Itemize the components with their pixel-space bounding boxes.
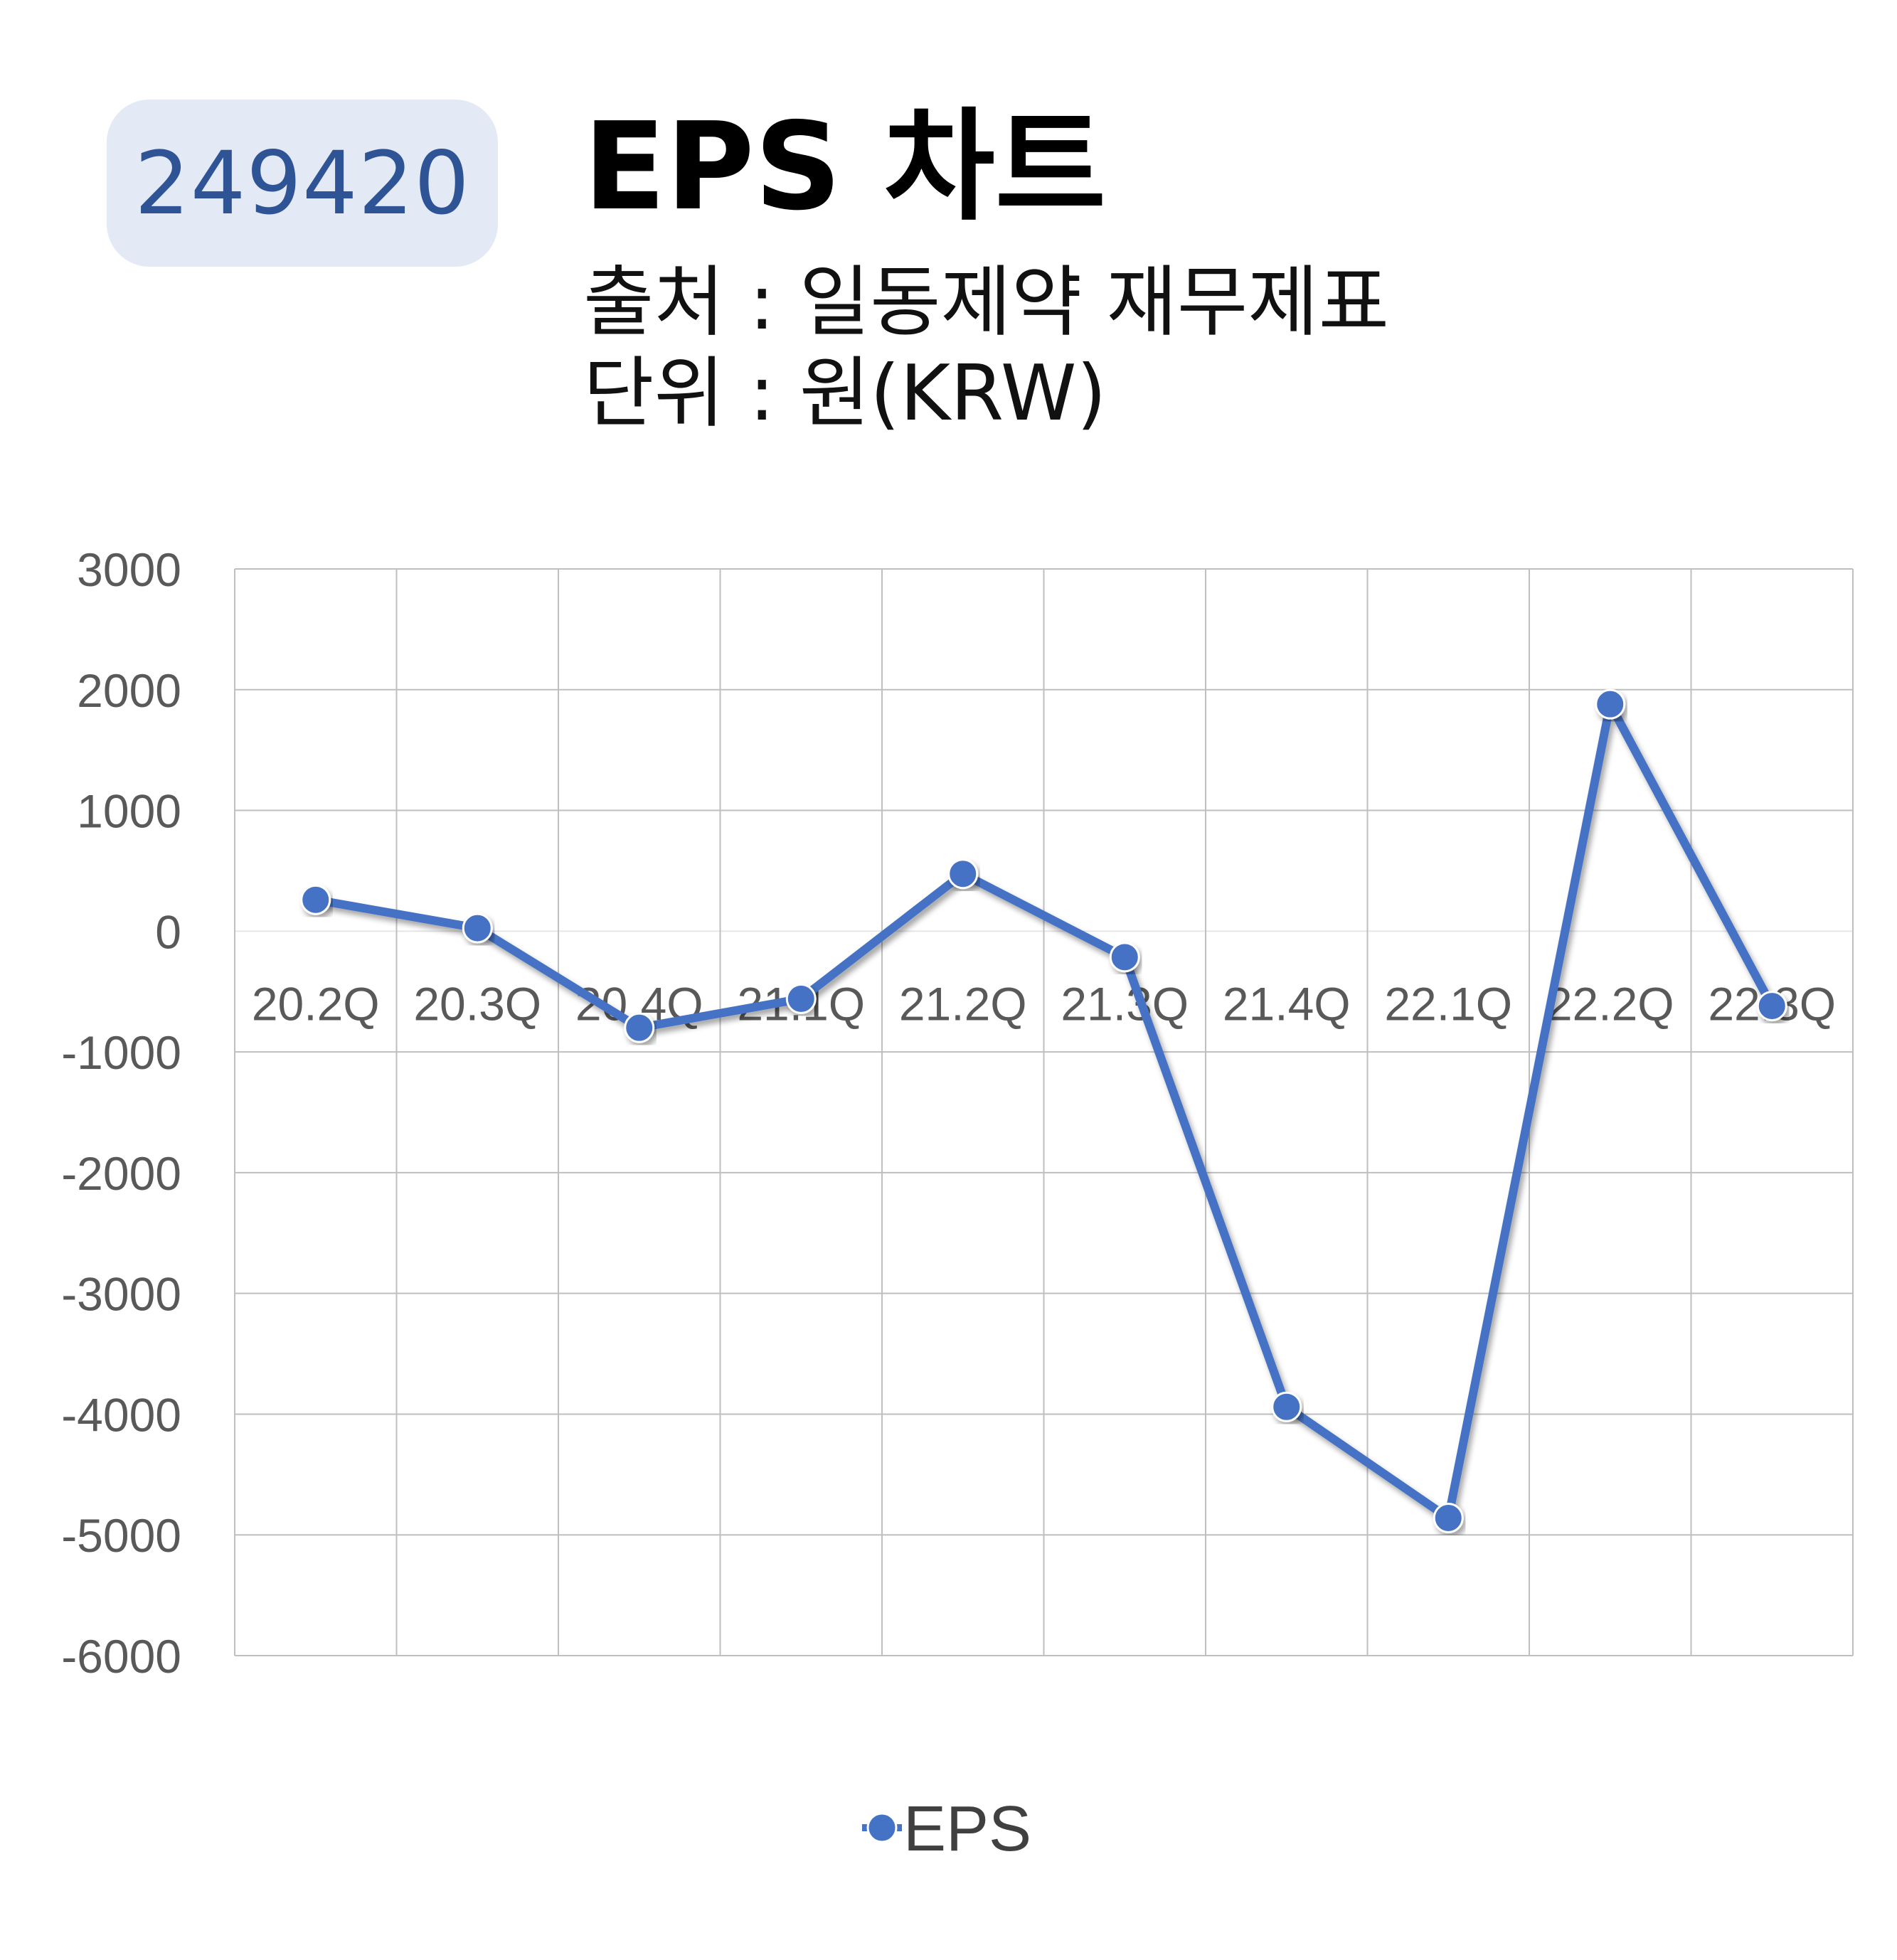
grid (234, 568, 1854, 1656)
x-tick-label: 21.4Q (1223, 977, 1351, 1030)
data-point (1756, 991, 1787, 1022)
data-point (785, 983, 817, 1014)
legend: EPS (862, 1794, 1031, 1865)
y-tick-label: 1000 (77, 785, 181, 838)
x-tick-label: 20.3Q (413, 977, 541, 1030)
x-tick-label: 20.2Q (252, 977, 380, 1030)
chart-title: EPS 차트 (583, 97, 1107, 238)
stock-code-badge: 249420 (107, 100, 498, 267)
series-eps (300, 688, 1787, 1533)
data-point (947, 858, 979, 890)
data-point (462, 912, 493, 944)
data-point (1109, 942, 1140, 973)
data-point (624, 1012, 655, 1043)
y-tick-label: -4000 (61, 1388, 181, 1441)
unit-note: 단위 : 원(KRW) (583, 349, 1107, 438)
stock-code: 249420 (134, 132, 470, 234)
y-tick-label: -5000 (61, 1509, 181, 1562)
x-tick-label: 21.2Q (899, 977, 1027, 1030)
y-tick-label: -6000 (61, 1630, 181, 1683)
data-point (1271, 1391, 1302, 1422)
source-note: 출처 : 일동제약 재무제표 (583, 258, 1389, 347)
legend-label: EPS (903, 1794, 1031, 1865)
series-line (311, 700, 1777, 1523)
data-point (1595, 688, 1626, 720)
data-point (300, 884, 331, 915)
y-tick-label: 3000 (77, 543, 181, 596)
x-tick-label: 22.1Q (1384, 977, 1512, 1030)
y-tick-label: 0 (155, 905, 181, 958)
data-point (1433, 1502, 1464, 1533)
y-tick-label: -1000 (61, 1026, 181, 1079)
legend-marker (866, 1812, 898, 1843)
y-tick-label: 2000 (77, 664, 181, 717)
x-tick-label: 22.2Q (1546, 977, 1674, 1030)
y-tick-label: -2000 (61, 1147, 181, 1200)
y-tick-label: -3000 (61, 1268, 181, 1321)
x-tick-label: 21.3Q (1061, 977, 1189, 1030)
y-axis-ticks: 3000 2000 1000 0 -1000 -2000 -3000 -4000 -5000 -6… (61, 543, 181, 1683)
